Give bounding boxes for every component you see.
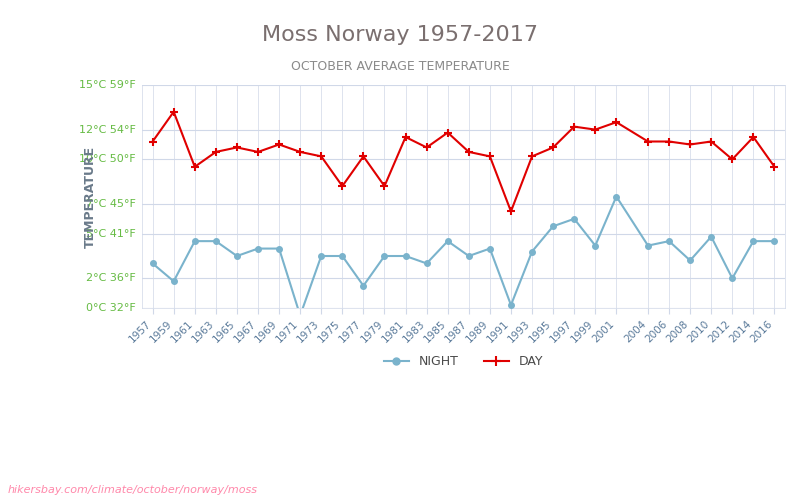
- Text: 5°C 41°F: 5°C 41°F: [86, 228, 136, 238]
- Text: 15°C 59°F: 15°C 59°F: [79, 80, 136, 90]
- Text: 12°C 54°F: 12°C 54°F: [78, 124, 136, 134]
- Legend: NIGHT, DAY: NIGHT, DAY: [379, 350, 548, 373]
- Text: 7°C 45°F: 7°C 45°F: [86, 199, 136, 209]
- Text: 10°C 50°F: 10°C 50°F: [79, 154, 136, 164]
- Text: Moss Norway 1957-2017: Moss Norway 1957-2017: [262, 25, 538, 45]
- Text: OCTOBER AVERAGE TEMPERATURE: OCTOBER AVERAGE TEMPERATURE: [290, 60, 510, 73]
- Text: TEMPERATURE: TEMPERATURE: [84, 146, 97, 248]
- Text: hikersbay.com/climate/october/norway/moss: hikersbay.com/climate/october/norway/mos…: [8, 485, 258, 495]
- Text: 0°C 32°F: 0°C 32°F: [86, 303, 136, 313]
- Text: 2°C 36°F: 2°C 36°F: [86, 274, 136, 283]
